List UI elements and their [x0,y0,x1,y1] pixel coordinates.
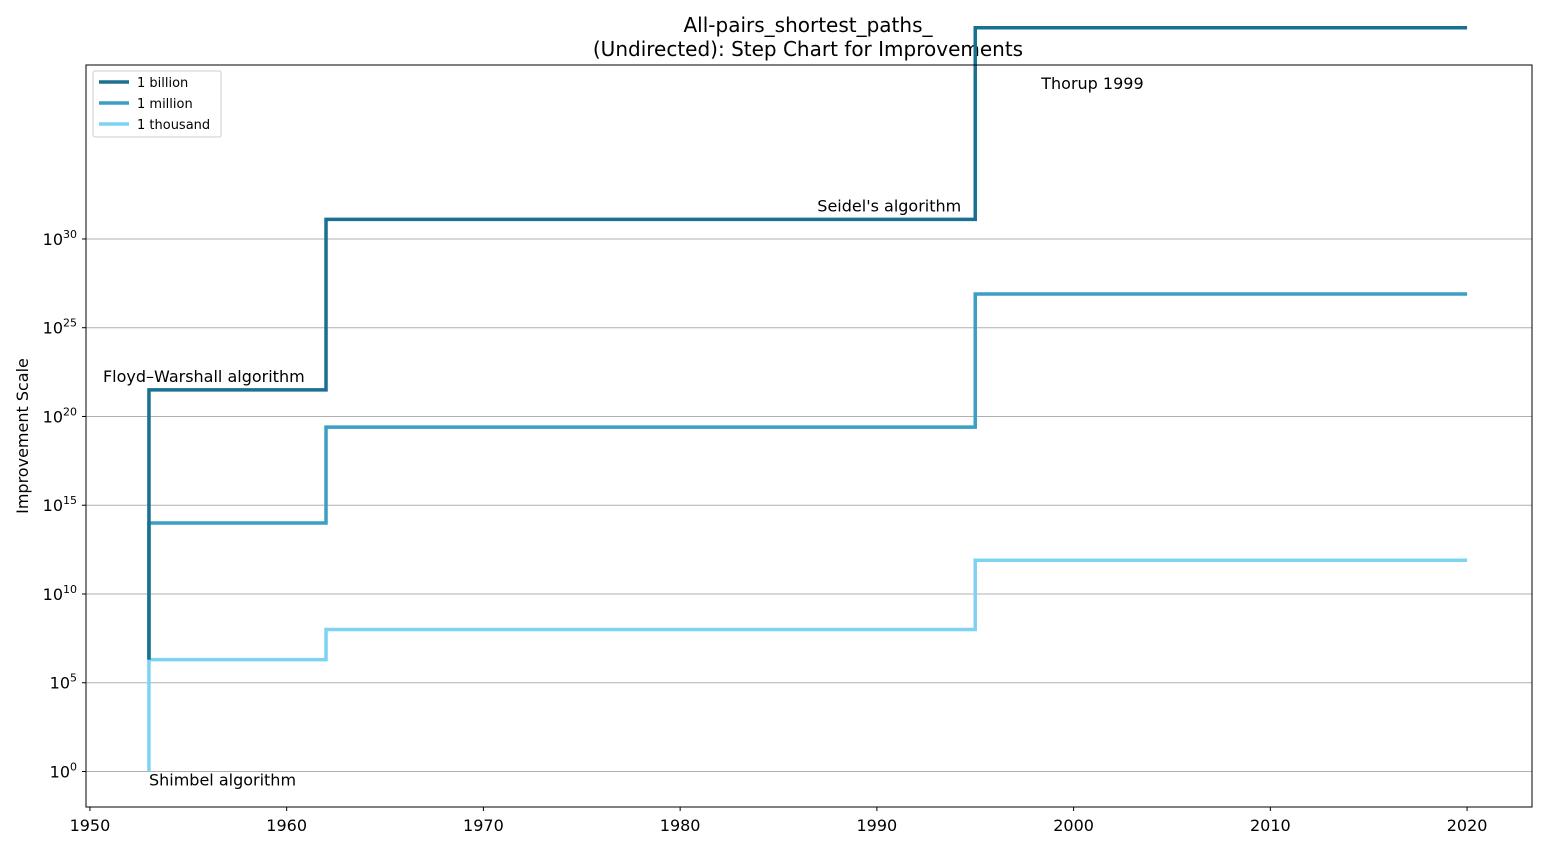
legend-label: 1 million [137,97,193,112]
annotation-label: Floyd–Warshall algorithm [103,367,305,386]
plot-frame [85,64,1533,808]
legend-box [92,70,222,138]
x-tick-label: 2020 [1447,816,1488,835]
y-tick-label: 1015 [43,494,77,515]
y-tick-label: 105 [50,672,77,693]
series-line-1-million [147,292,1468,660]
y-tick-label: 1010 [43,583,77,604]
chart-title-line1: All-pairs_shortest_paths_ [683,13,933,37]
annotation-label: Thorup 1999 [1040,74,1143,93]
annotations: Shimbel algorithm Floyd–Warshall algorith… [103,74,1144,789]
x-tick-label: 1990 [857,816,898,835]
x-tick-label: 1960 [266,816,307,835]
x-tick-label: 1980 [660,816,701,835]
y-axis: 100 105 1010 1015 1020 1025 1030 [43,228,86,781]
y-tick-label: 1025 [43,317,77,338]
x-tick-label: 1970 [463,816,504,835]
y-gridlines [86,238,1532,772]
y-tick-label: 1030 [43,228,77,249]
legend: 1 billion 1 million 1 thousand [92,70,222,138]
x-tick-label: 1950 [70,816,111,835]
x-axis: 1950 1960 1970 1980 1990 2000 2010 2020 [70,807,1488,835]
y-tick-label: 100 [50,760,77,781]
y-axis-label: Improvement Scale [13,358,32,514]
series-line-1-billion [147,25,1468,660]
x-tick-label: 2000 [1053,816,1094,835]
chart-title-line2: (Undirected): Step Chart for Improvement… [593,37,1023,61]
series-layer [147,25,1468,772]
legend-label: 1 billion [137,76,188,91]
y-tick-label: 1020 [43,405,77,426]
annotation-label: Seidel's algorithm [817,196,961,215]
x-tick-label: 2010 [1250,816,1291,835]
annotation-label: Shimbel algorithm [149,770,296,789]
series-line-1-thousand [147,558,1468,772]
legend-label: 1 thousand [137,118,210,133]
